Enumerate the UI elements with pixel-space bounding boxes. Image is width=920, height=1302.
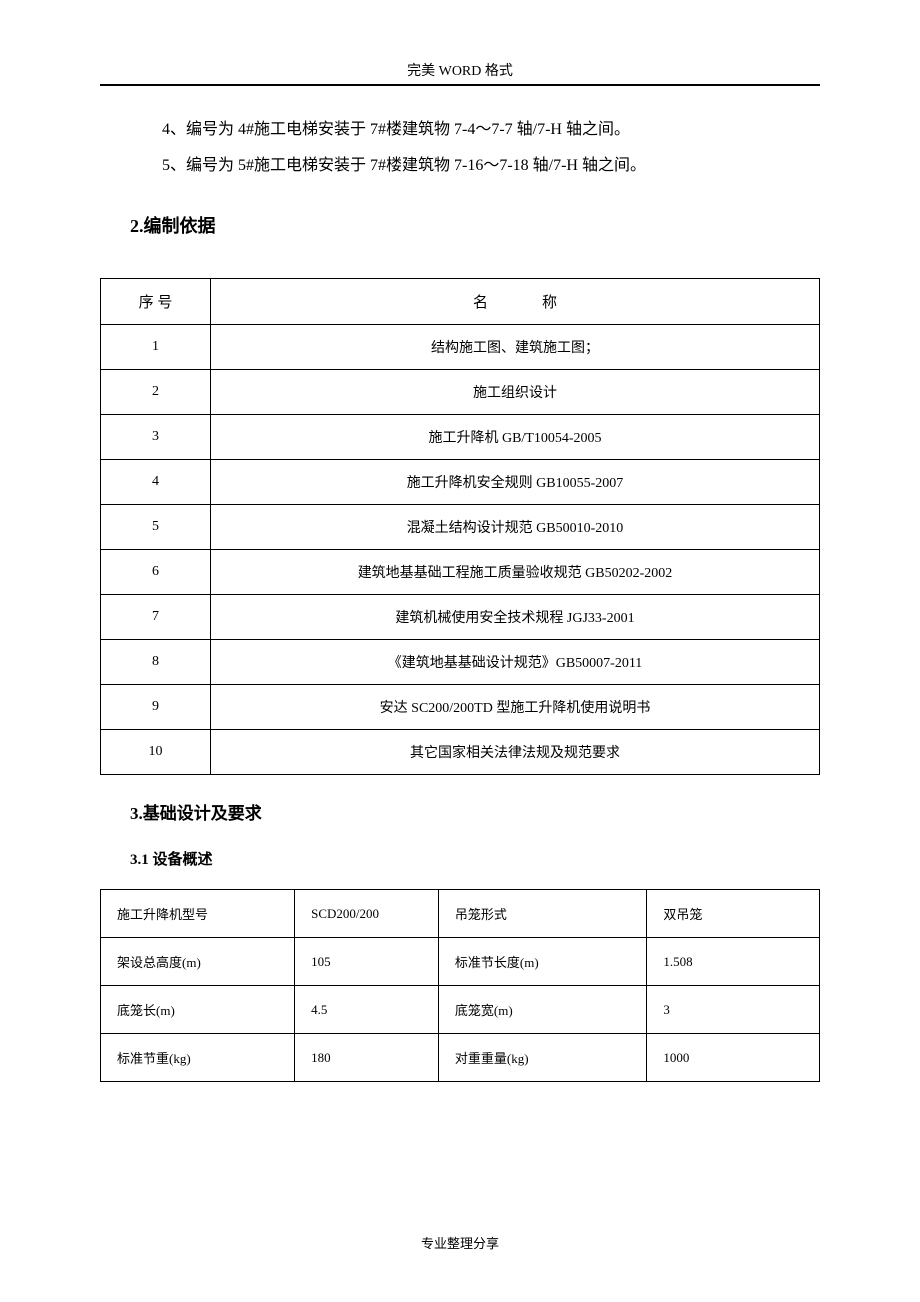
table-row: 1 结构施工图、建筑施工图；	[101, 325, 820, 370]
cell-v1: SCD200/200	[295, 890, 439, 938]
cell-name: 结构施工图、建筑施工图；	[211, 325, 820, 370]
cell-v1: 180	[295, 1034, 439, 1082]
header-rule	[100, 84, 820, 86]
table-row: 架设总高度(m) 105 标准节长度(m) 1.508	[101, 938, 820, 986]
paragraph-4: 4、编号为 4#施工电梯安装于 7#楼建筑物 7-4～7-7 轴/7-H 轴之间…	[100, 114, 820, 146]
table-row: 8 《建筑地基基础设计规范》GB50007-2011	[101, 640, 820, 685]
cell-seq: 6	[101, 550, 211, 595]
table-row: 底笼长(m) 4.5 底笼宽(m) 3	[101, 986, 820, 1034]
cell-seq: 1	[101, 325, 211, 370]
cell-seq: 10	[101, 730, 211, 775]
table-row: 10 其它国家相关法律法规及规范要求	[101, 730, 820, 775]
cell-k2: 吊笼形式	[438, 890, 647, 938]
cell-name: 《建筑地基基础设计规范》GB50007-2011	[211, 640, 820, 685]
cell-k1: 施工升降机型号	[101, 890, 295, 938]
cell-seq: 7	[101, 595, 211, 640]
equipment-overview-table: 施工升降机型号 SCD200/200 吊笼形式 双吊笼 架设总高度(m) 105…	[100, 889, 820, 1082]
cell-seq: 9	[101, 685, 211, 730]
cell-name: 施工组织设计	[211, 370, 820, 415]
section-3-1-title: 3.1 设备概述	[100, 848, 820, 869]
cell-v1: 105	[295, 938, 439, 986]
cell-v2: 双吊笼	[647, 890, 820, 938]
cell-name: 安达 SC200/200TD 型施工升降机使用说明书	[211, 685, 820, 730]
table-row: 施工升降机型号 SCD200/200 吊笼形式 双吊笼	[101, 890, 820, 938]
cell-name: 混凝土结构设计规范 GB50010-2010	[211, 505, 820, 550]
table-header-row: 序 号 名称	[101, 279, 820, 325]
table-row: 7 建筑机械使用安全技术规程 JGJ33-2001	[101, 595, 820, 640]
table-row: 3 施工升降机 GB/T10054-2005	[101, 415, 820, 460]
cell-v2: 1000	[647, 1034, 820, 1082]
cell-seq: 2	[101, 370, 211, 415]
col-name-header: 名称	[211, 279, 820, 325]
cell-name: 其它国家相关法律法规及规范要求	[211, 730, 820, 775]
col-seq-header: 序 号	[101, 279, 211, 325]
page-footer: 专业整理分享	[0, 1233, 920, 1252]
cell-name: 建筑机械使用安全技术规程 JGJ33-2001	[211, 595, 820, 640]
cell-name: 建筑地基基础工程施工质量验收规范 GB50202-2002	[211, 550, 820, 595]
cell-k2: 标准节长度(m)	[438, 938, 647, 986]
cell-k1: 底笼长(m)	[101, 986, 295, 1034]
cell-k2: 对重重量(kg)	[438, 1034, 647, 1082]
cell-name: 施工升降机 GB/T10054-2005	[211, 415, 820, 460]
cell-name: 施工升降机安全规则 GB10055-2007	[211, 460, 820, 505]
cell-k2: 底笼宽(m)	[438, 986, 647, 1034]
page-header: 完美 WORD 格式	[100, 60, 820, 80]
cell-k1: 架设总高度(m)	[101, 938, 295, 986]
table-row: 4 施工升降机安全规则 GB10055-2007	[101, 460, 820, 505]
cell-seq: 3	[101, 415, 211, 460]
cell-v2: 3	[647, 986, 820, 1034]
name-char-2: 称	[542, 295, 557, 311]
document-page: 完美 WORD 格式 4、编号为 4#施工电梯安装于 7#楼建筑物 7-4～7-…	[0, 0, 920, 1122]
table-row: 标准节重(kg) 180 对重重量(kg) 1000	[101, 1034, 820, 1082]
paragraph-5: 5、编号为 5#施工电梯安装于 7#楼建筑物 7-16～7-18 轴/7-H 轴…	[100, 150, 820, 182]
compilation-basis-table: 序 号 名称 1 结构施工图、建筑施工图； 2 施工组织设计 3 施工升降机 G…	[100, 278, 820, 775]
cell-v1: 4.5	[295, 986, 439, 1034]
name-char-1: 名	[473, 295, 488, 311]
table-row: 5 混凝土结构设计规范 GB50010-2010	[101, 505, 820, 550]
compilation-table-body: 1 结构施工图、建筑施工图； 2 施工组织设计 3 施工升降机 GB/T1005…	[101, 325, 820, 775]
section-3-title: 3.基础设计及要求	[100, 799, 820, 824]
cell-seq: 4	[101, 460, 211, 505]
section-2-title: 2.编制依据	[100, 212, 820, 238]
cell-k1: 标准节重(kg)	[101, 1034, 295, 1082]
equipment-table-body: 施工升降机型号 SCD200/200 吊笼形式 双吊笼 架设总高度(m) 105…	[101, 890, 820, 1082]
table-row: 6 建筑地基基础工程施工质量验收规范 GB50202-2002	[101, 550, 820, 595]
cell-seq: 8	[101, 640, 211, 685]
table-row: 9 安达 SC200/200TD 型施工升降机使用说明书	[101, 685, 820, 730]
cell-v2: 1.508	[647, 938, 820, 986]
cell-seq: 5	[101, 505, 211, 550]
table-row: 2 施工组织设计	[101, 370, 820, 415]
